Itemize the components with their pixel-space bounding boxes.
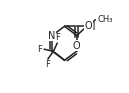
Text: CH₃: CH₃ <box>98 15 113 24</box>
Text: F: F <box>45 60 50 69</box>
Text: O: O <box>84 21 92 31</box>
Text: F: F <box>55 33 60 42</box>
Text: O: O <box>73 41 80 50</box>
Text: Cl: Cl <box>86 22 96 32</box>
Text: N: N <box>49 31 56 41</box>
Text: F: F <box>37 45 42 54</box>
